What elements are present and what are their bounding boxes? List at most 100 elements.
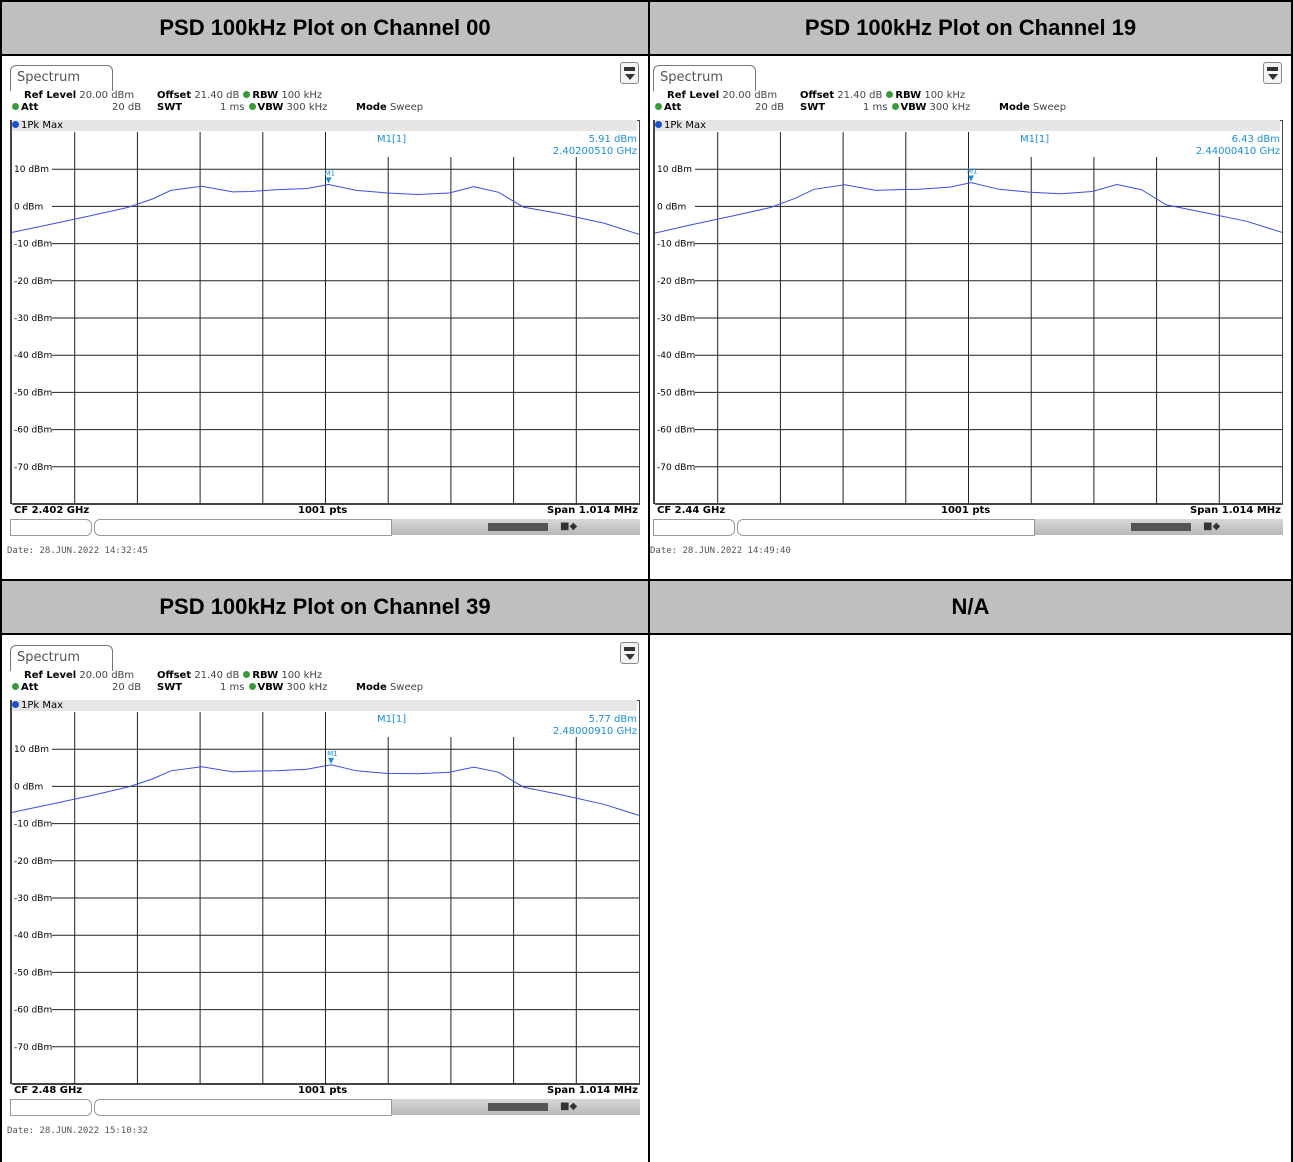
center-frequency: CF 2.48 GHz	[14, 1085, 83, 1096]
settings-menu-icon[interactable]	[620, 62, 639, 84]
trace-indicator-icon	[12, 121, 19, 128]
offset-value: 21.40 dB	[837, 90, 883, 101]
trace-line	[12, 764, 639, 816]
att-value: 20 dB	[755, 102, 785, 113]
marker-readout-name: M1[1]	[377, 134, 406, 145]
y-tick-label: -60 dBm	[657, 426, 695, 436]
offset-value: 21.40 dB	[194, 90, 240, 101]
mode-label: Mode	[356, 102, 387, 113]
capture-date: Date: 28.JUN.2022 15:10:32	[7, 1126, 148, 1136]
rbw-value: 100 kHz	[924, 90, 966, 101]
span-value: Span 1.014 MHz	[547, 1085, 638, 1096]
mode-value: Sweep	[389, 102, 424, 113]
att-label: Att	[664, 102, 682, 113]
trace-indicator-icon	[655, 121, 662, 128]
y-tick-label: -10 dBm	[14, 240, 52, 250]
trace-label-text: 1Pk Max	[21, 120, 64, 131]
spectrum-tab[interactable]: Spectrum	[10, 65, 113, 91]
table-border-left	[0, 0, 2, 1162]
swt-value: 1 ms	[863, 102, 888, 113]
plot-footer: CF 2.48 GHz 1001 pts Span 1.014 MHz	[12, 1084, 640, 1097]
sweep-points: 1001 pts	[298, 1085, 348, 1096]
vbw-indicator-icon	[248, 103, 256, 110]
marker-m1-icon[interactable]	[967, 175, 974, 182]
ref-level-value: 20.00 dBm	[722, 90, 778, 101]
trace-indicator-icon	[12, 701, 19, 708]
ref-level-value: 20.00 dBm	[79, 90, 135, 101]
measuring-indicator: ■◆	[1035, 519, 1283, 535]
vbw-label: VBW	[257, 682, 284, 693]
trace-line	[12, 183, 639, 235]
y-tick-label: 0 dBm	[657, 202, 686, 212]
mode-value: Sweep	[389, 682, 424, 693]
y-tick-label: -70 dBm	[14, 463, 52, 473]
trace-label: 1Pk Max	[12, 120, 637, 131]
att-indicator-icon	[655, 103, 662, 110]
offset-label: Offset	[800, 90, 835, 101]
spectrum-panel-1: Spectrum Ref Level 20.00 dBm Offset 21.4…	[649, 56, 1288, 581]
y-tick-label: -10 dBm	[14, 820, 52, 830]
marker-readout-level: 6.43 dBm	[1232, 134, 1280, 145]
att-value: 20 dB	[112, 102, 142, 113]
ref-level-label: Ref Level	[24, 670, 77, 681]
table-border-middle	[648, 0, 650, 1162]
status-field-message	[737, 519, 1035, 536]
att-label: Att	[21, 682, 39, 693]
rbw-indicator-icon	[243, 671, 251, 678]
trace-label-text: 1Pk Max	[664, 120, 707, 131]
spectrum-plot: 10 dBm 0 dBm -10 dBm -20 dBm -30 dBm -40 dBm -…	[12, 712, 639, 1084]
capture-date: Date: 28.JUN.2022 14:49:40	[650, 546, 791, 556]
y-tick-label: -10 dBm	[657, 240, 695, 250]
spectrum-tab[interactable]: Spectrum	[653, 65, 756, 91]
settings-menu-icon[interactable]	[620, 642, 639, 664]
span-value: Span 1.014 MHz	[547, 505, 638, 516]
spectrum-tab-label: Spectrum	[17, 650, 80, 665]
y-tick-label: 10 dBm	[14, 165, 49, 175]
spectrum-plot: 10 dBm 0 dBm -10 dBm -20 dBm -30 dBm -40 dBm -…	[655, 132, 1282, 504]
center-frequency: CF 2.44 GHz	[657, 505, 726, 516]
rbw-label: RBW	[895, 90, 922, 101]
status-field-left	[10, 1099, 92, 1116]
swt-label: SWT	[157, 102, 183, 113]
vbw-indicator-icon	[248, 683, 256, 690]
y-tick-label: 10 dBm	[657, 165, 692, 175]
activity-icon: ■◆	[560, 521, 578, 532]
y-tick-label: -50 dBm	[657, 388, 695, 398]
y-tick-label: -70 dBm	[14, 1043, 52, 1053]
header-na: N/A	[650, 581, 1291, 633]
sweep-progress	[488, 523, 548, 531]
rbw-value: 100 kHz	[281, 90, 323, 101]
span-value: Span 1.014 MHz	[1190, 505, 1281, 516]
settings-menu-icon[interactable]	[1263, 62, 1282, 84]
table-border-row2-top	[0, 579, 1293, 581]
sweep-progress	[1131, 523, 1191, 531]
swt-label: SWT	[157, 682, 183, 693]
y-tick-label: -30 dBm	[14, 314, 52, 324]
y-tick-label: -20 dBm	[657, 277, 695, 287]
y-tick-label: 0 dBm	[14, 782, 43, 792]
marker-readout-level: 5.77 dBm	[589, 714, 637, 725]
header-channel-19: PSD 100kHz Plot on Channel 19	[650, 2, 1291, 54]
y-tick-label: -30 dBm	[657, 314, 695, 324]
spectrum-plot: 10 dBm 0 dBm -10 dBm -20 dBm -30 dBm -40 dBm -…	[12, 132, 639, 504]
vbw-value: 300 kHz	[929, 102, 971, 113]
mode-label: Mode	[999, 102, 1030, 113]
table-border-row1-bottom	[0, 54, 1293, 56]
vbw-value: 300 kHz	[286, 682, 328, 693]
ref-level-label: Ref Level	[24, 90, 77, 101]
center-frequency: CF 2.402 GHz	[14, 505, 90, 516]
plot-footer: CF 2.44 GHz 1001 pts Span 1.014 MHz	[655, 504, 1283, 517]
marker-readout-level: 5.91 dBm	[589, 134, 637, 145]
trace-line	[655, 182, 1282, 234]
vbw-label: VBW	[900, 102, 927, 113]
rbw-label: RBW	[252, 670, 279, 681]
spectrum-tab[interactable]: Spectrum	[10, 645, 113, 671]
status-field-message	[94, 1099, 392, 1116]
marker-readout-frequency: 2.44000410 GHz	[1196, 146, 1280, 157]
marker-readout-name: M1[1]	[1020, 134, 1049, 145]
activity-icon: ■◆	[1203, 521, 1221, 532]
marker-m1-icon[interactable]	[325, 177, 332, 184]
marker-m1-icon[interactable]	[328, 757, 335, 764]
marker-readout-name: M1[1]	[377, 714, 406, 725]
